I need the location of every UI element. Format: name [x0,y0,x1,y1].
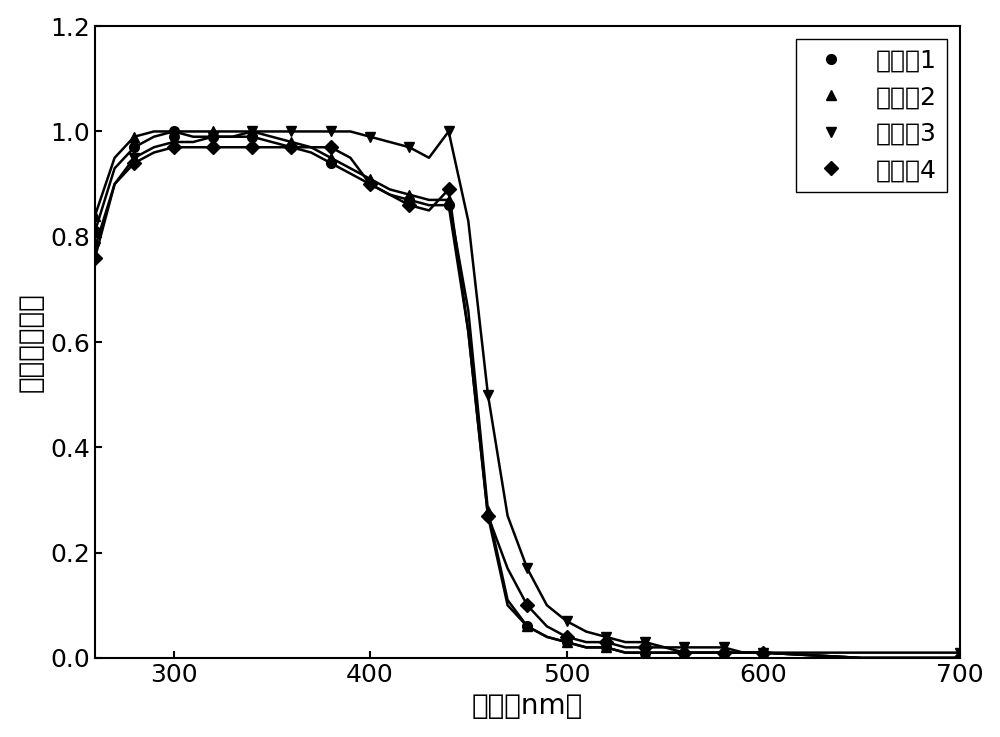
实施例1 [443,200,455,209]
实施例1 [482,511,494,520]
实施例1 [364,180,376,189]
Line: 实施例2: 实施例2 [90,127,964,663]
实施例3 [168,138,180,147]
实施例2 [757,649,769,657]
实施例4 [561,632,573,641]
实施例4 [718,649,730,657]
实施例4 [89,254,101,262]
实施例3 [285,127,297,136]
Line: 实施例4: 实施例4 [90,142,964,663]
实施例4 [128,158,140,167]
实施例2 [285,138,297,147]
实施例1 [954,654,966,663]
实施例1 [168,127,180,136]
实施例1 [246,133,258,142]
实施例2 [364,175,376,184]
实施例3 [443,127,455,136]
实施例2 [246,127,258,136]
实施例2 [325,153,337,162]
实施例3 [639,638,651,646]
实施例4 [600,638,612,646]
实施例4 [678,649,690,657]
实施例1 [521,622,533,631]
实施例3 [325,127,337,136]
实施例2 [718,649,730,657]
实施例3 [678,643,690,652]
实施例1 [207,133,219,142]
实施例1 [678,649,690,657]
实施例2 [207,127,219,136]
实施例1 [285,143,297,152]
实施例3 [600,632,612,641]
实施例1 [600,643,612,652]
实施例4 [246,143,258,152]
Y-axis label: 归一化吸光度: 归一化吸光度 [17,292,45,392]
实施例1 [128,143,140,152]
实施例3 [482,391,494,399]
实施例2 [128,133,140,142]
实施例4 [364,180,376,189]
实施例4 [325,143,337,152]
实施例4 [168,143,180,152]
实施例2 [443,195,455,204]
实施例2 [600,643,612,652]
实施例3 [718,643,730,652]
实施例4 [482,511,494,520]
Line: 实施例3: 实施例3 [90,127,964,657]
实施例4 [403,200,415,209]
Line: 实施例1: 实施例1 [90,127,964,663]
实施例2 [561,638,573,646]
实施例1 [325,158,337,167]
实施例3 [521,564,533,573]
实施例1 [561,638,573,646]
实施例2 [89,212,101,220]
实施例3 [757,649,769,657]
实施例4 [285,143,297,152]
实施例2 [639,649,651,657]
实施例3 [403,143,415,152]
Legend: 实施例1, 实施例2, 实施例3, 实施例4: 实施例1, 实施例2, 实施例3, 实施例4 [796,38,947,192]
实施例1 [757,649,769,657]
实施例4 [207,143,219,152]
实施例2 [678,649,690,657]
实施例3 [364,133,376,142]
实施例4 [521,601,533,609]
实施例1 [639,649,651,657]
实施例3 [954,649,966,657]
实施例3 [246,127,258,136]
实施例3 [207,133,219,142]
实施例2 [954,654,966,663]
实施例1 [718,649,730,657]
实施例2 [168,127,180,136]
实施例4 [639,643,651,652]
实施例2 [521,622,533,631]
实施例4 [443,185,455,194]
实施例1 [89,227,101,236]
实施例4 [954,654,966,663]
实施例2 [403,190,415,199]
实施例3 [561,617,573,626]
实施例3 [89,243,101,252]
X-axis label: 波长（nm）: 波长（nm） [472,692,583,720]
实施例4 [757,649,769,657]
实施例1 [403,195,415,204]
实施例2 [482,506,494,515]
实施例3 [128,153,140,162]
